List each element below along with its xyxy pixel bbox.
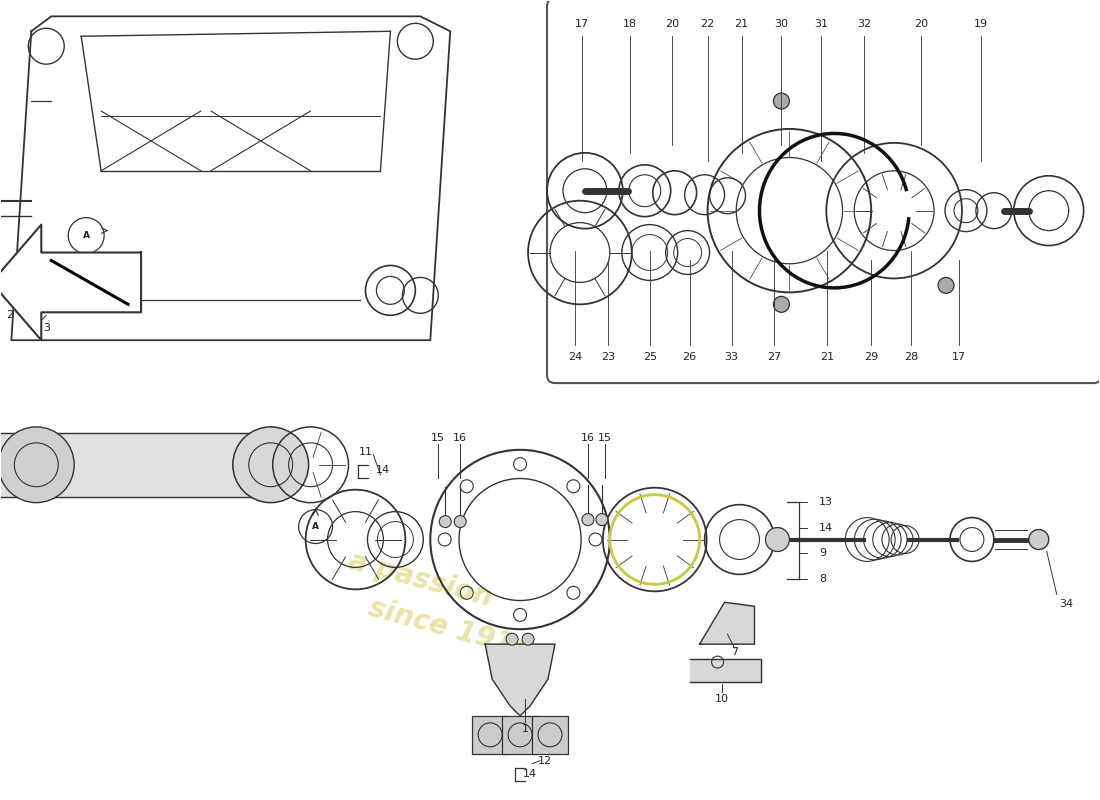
Text: 24: 24	[568, 352, 582, 362]
Text: 8: 8	[820, 574, 826, 584]
Circle shape	[773, 93, 790, 109]
Text: 10: 10	[715, 694, 728, 704]
Polygon shape	[485, 644, 556, 716]
Text: 12: 12	[538, 756, 552, 766]
Text: 25: 25	[642, 352, 657, 362]
Circle shape	[1028, 530, 1048, 550]
Text: 11: 11	[359, 447, 373, 457]
Circle shape	[0, 427, 74, 502]
Text: 33: 33	[725, 352, 738, 362]
Text: 31: 31	[814, 19, 828, 30]
Text: 21: 21	[821, 352, 835, 362]
Text: 15: 15	[598, 433, 612, 443]
Text: 26: 26	[683, 352, 696, 362]
Text: 20: 20	[914, 19, 928, 30]
Text: 23: 23	[601, 352, 615, 362]
Polygon shape	[690, 659, 761, 682]
Bar	[532, 716, 568, 754]
Text: a passion: a passion	[345, 546, 496, 612]
Circle shape	[233, 427, 309, 502]
Circle shape	[506, 633, 518, 645]
Text: 21: 21	[735, 19, 749, 30]
Circle shape	[938, 278, 954, 294]
Polygon shape	[0, 225, 141, 340]
Text: 30: 30	[774, 19, 789, 30]
Text: 7: 7	[732, 647, 738, 657]
Text: 13: 13	[820, 497, 834, 506]
Text: 20: 20	[664, 19, 679, 30]
Polygon shape	[700, 602, 755, 644]
Text: 16: 16	[453, 433, 468, 443]
Text: A: A	[312, 522, 319, 531]
Circle shape	[454, 515, 466, 527]
Text: 14: 14	[375, 465, 389, 474]
Text: 9: 9	[820, 549, 826, 558]
Text: 2: 2	[6, 310, 13, 320]
Circle shape	[596, 514, 608, 526]
Text: 19: 19	[974, 19, 988, 30]
Circle shape	[582, 514, 594, 526]
Text: 18: 18	[623, 19, 637, 30]
Text: 14: 14	[522, 769, 537, 778]
Text: 28: 28	[904, 352, 918, 362]
Text: 27: 27	[768, 352, 782, 362]
Text: 14: 14	[820, 522, 834, 533]
FancyBboxPatch shape	[547, 0, 1100, 383]
Text: 32: 32	[857, 19, 871, 30]
Text: 16: 16	[581, 433, 595, 443]
Bar	[502, 716, 538, 754]
Circle shape	[522, 633, 534, 645]
Circle shape	[766, 527, 790, 551]
Text: 1: 1	[521, 724, 529, 734]
Bar	[472, 716, 508, 754]
Text: 3: 3	[43, 323, 50, 334]
Text: 17: 17	[575, 19, 589, 30]
Text: 22: 22	[701, 19, 715, 30]
Text: 34: 34	[1059, 599, 1074, 610]
Circle shape	[439, 515, 451, 527]
Circle shape	[773, 296, 790, 312]
Text: 15: 15	[431, 433, 446, 443]
Text: since 1914: since 1914	[365, 594, 535, 665]
Text: 29: 29	[865, 352, 878, 362]
Text: 17: 17	[952, 352, 966, 362]
Text: A: A	[82, 231, 90, 240]
